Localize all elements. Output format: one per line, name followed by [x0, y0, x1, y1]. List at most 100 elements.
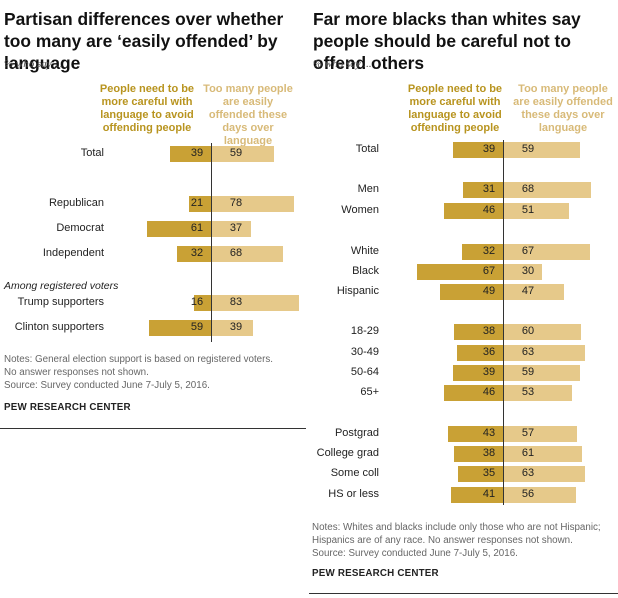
left-value-careful-democrat: 61	[190, 222, 204, 234]
right-value-careful-age-50-64: 39	[482, 366, 496, 378]
right-note-line: Notes: Whites and blacks include only th…	[312, 522, 601, 533]
registered-voters-label: Among registered voters	[4, 280, 119, 292]
left-bar-offended-democrat	[212, 221, 251, 237]
right-bar-careful-women	[444, 203, 503, 219]
right-bar-offended-hs-or-less	[504, 487, 576, 503]
right-credit: PEW RESEARCH CENTER	[312, 568, 439, 579]
left-bar-offended-independent	[212, 246, 284, 262]
right-label-age-30-49: 30-49	[350, 346, 379, 358]
right-label-total: Total	[355, 143, 379, 155]
left-label-independent: Independent	[42, 247, 104, 259]
left-value-careful-total: 39	[190, 147, 204, 159]
left-bar-careful-independent	[177, 246, 211, 262]
right-bar-careful-men	[463, 182, 503, 198]
left-col-header-offended: Too many people are easily offended thes…	[203, 83, 293, 147]
right-value-offended-age-65-plus: 53	[521, 386, 535, 398]
left-bar-careful-clinton-supporters	[149, 320, 211, 336]
right-label-some-college: Some coll	[330, 467, 379, 479]
right-value-careful-some-college: 35	[482, 467, 496, 479]
left-bottom-rule	[0, 428, 306, 429]
right-chart-subtitle: % who say ...	[313, 58, 372, 70]
right-bar-offended-men	[504, 182, 592, 198]
left-chart-panel: Partisan differences over whether too ma…	[0, 0, 308, 430]
right-bar-offended-age-65-plus	[504, 385, 572, 401]
left-bar-careful-trump-supporters	[194, 295, 211, 311]
right-bar-careful-hispanic	[440, 284, 503, 300]
left-bar-offended-clinton-supporters	[212, 320, 253, 336]
left-label-republican: Republican	[48, 197, 104, 209]
right-bar-offended-white	[504, 244, 590, 260]
right-value-offended-college-grad: 61	[521, 447, 535, 459]
right-value-careful-black: 67	[482, 265, 496, 277]
right-bar-careful-white	[462, 244, 503, 260]
right-value-offended-white: 67	[521, 245, 535, 257]
right-value-careful-white: 32	[482, 245, 496, 257]
left-note-line: No answer responses not shown.	[4, 367, 149, 378]
right-value-careful-total: 39	[482, 143, 496, 155]
right-bar-offended-age-30-49	[504, 345, 585, 361]
right-value-offended-age-30-49: 63	[521, 346, 535, 358]
right-value-careful-age-30-49: 36	[482, 346, 496, 358]
left-label-trump-supporters: Trump supporters	[17, 296, 104, 308]
right-label-age-18-29: 18-29	[350, 325, 379, 337]
right-bar-offended-some-college	[504, 466, 585, 482]
right-label-college-grad: College grad	[316, 447, 379, 459]
right-bar-offended-college-grad	[504, 446, 583, 462]
right-label-hs-or-less: HS or less	[328, 488, 379, 500]
left-value-offended-total: 59	[229, 147, 243, 159]
right-value-careful-college-grad: 38	[482, 447, 496, 459]
left-notes: Notes: General election support is based…	[4, 353, 304, 392]
right-bar-offended-black	[504, 264, 543, 280]
right-bar-careful-age-18-29	[454, 324, 503, 340]
left-bar-offended-trump-supporters	[212, 295, 300, 311]
left-value-careful-republican: 21	[190, 197, 204, 209]
right-value-offended-black: 30	[521, 265, 535, 277]
right-bar-careful-college-grad	[454, 446, 503, 462]
left-value-careful-independent: 32	[190, 247, 204, 259]
left-value-offended-independent: 68	[229, 247, 243, 259]
right-value-careful-postgrad: 43	[482, 427, 496, 439]
right-value-careful-hispanic: 49	[482, 285, 496, 297]
left-note-line: Notes: General election support is based…	[4, 354, 274, 365]
right-bar-offended-women	[504, 203, 570, 219]
right-center-axis	[503, 140, 504, 505]
right-note-line: Hispanics are of any race. No answer res…	[312, 535, 573, 546]
left-value-offended-clinton-supporters: 39	[229, 321, 243, 333]
right-value-careful-hs-or-less: 41	[482, 488, 496, 500]
right-value-careful-age-18-29: 38	[482, 325, 496, 337]
left-label-clinton-supporters: Clinton supporters	[14, 321, 104, 333]
right-note-line: Source: Survey conducted June 7-July 5, …	[312, 548, 518, 559]
right-value-careful-men: 31	[482, 183, 496, 195]
left-chart-title: Partisan differences over whether too ma…	[4, 9, 284, 73]
right-value-offended-total: 59	[521, 143, 535, 155]
left-chart-subtitle: % who say ...	[4, 58, 63, 70]
left-center-axis	[211, 143, 212, 342]
right-bar-careful-some-college	[458, 466, 503, 482]
left-value-offended-republican: 78	[229, 197, 243, 209]
right-value-offended-some-college: 63	[521, 467, 535, 479]
right-value-offended-women: 51	[521, 204, 535, 216]
right-bar-offended-age-18-29	[504, 324, 581, 340]
right-value-careful-women: 46	[482, 204, 496, 216]
right-value-offended-hs-or-less: 56	[521, 488, 535, 500]
right-label-age-65-plus: 65+	[360, 386, 379, 398]
left-bar-careful-democrat	[146, 221, 211, 237]
left-bar-careful-total	[170, 146, 211, 162]
right-bar-careful-age-65-plus	[444, 385, 503, 401]
right-value-offended-postgrad: 57	[521, 427, 535, 439]
right-label-age-50-64: 50-64	[350, 366, 379, 378]
left-value-careful-trump-supporters: 16	[190, 296, 204, 308]
left-label-total: Total	[80, 147, 104, 159]
right-label-white: White	[350, 245, 379, 257]
right-bar-careful-age-50-64	[453, 365, 503, 381]
right-bar-careful-hs-or-less	[450, 487, 503, 503]
right-value-careful-age-65-plus: 46	[482, 386, 496, 398]
right-notes: Notes: Whites and blacks include only th…	[312, 521, 618, 560]
left-value-offended-democrat: 37	[229, 222, 243, 234]
left-value-careful-clinton-supporters: 59	[190, 321, 204, 333]
left-note-line: Source: Survey conducted June 7-July 5, …	[4, 380, 210, 391]
right-bar-offended-total	[504, 142, 580, 158]
right-label-postgrad: Postgrad	[334, 427, 379, 439]
right-bar-careful-black	[417, 264, 503, 280]
left-label-democrat: Democrat	[56, 222, 104, 234]
